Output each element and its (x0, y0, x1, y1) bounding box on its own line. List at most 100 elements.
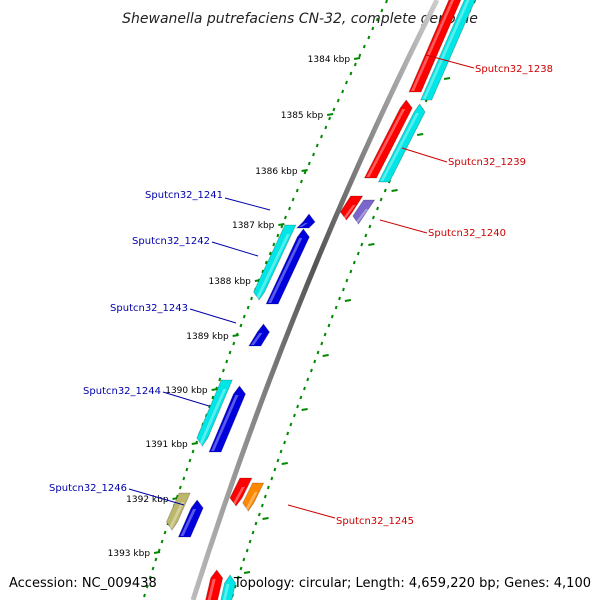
gene-next-forward-shape (205, 569, 224, 600)
tick-dot (352, 260, 356, 265)
tick-dot (312, 152, 315, 157)
tick-dot (316, 350, 320, 355)
major-tick (278, 223, 285, 226)
gene-label-sputcn32-1242[interactable]: Sputcn32_1242 (132, 236, 210, 247)
tick-dot (233, 584, 237, 589)
rna-feature-1238[interactable] (420, 0, 481, 101)
tick-dot (239, 323, 243, 328)
gene-label-sputcn32-1238[interactable]: Sputcn32_1238 (475, 64, 553, 75)
major-tick (281, 462, 288, 465)
tick-dot (191, 449, 195, 454)
major-tick (243, 571, 251, 574)
gene-leader-line (379, 219, 428, 234)
tick-dot (356, 251, 360, 256)
gene-sputcn32-1246[interactable] (177, 499, 204, 538)
feature-1245b[interactable] (242, 482, 265, 512)
kbp-tick-label: 1384 kbp (308, 55, 351, 65)
gene-sputcn32-1243-shape (248, 323, 270, 347)
tick-dot (263, 494, 267, 499)
tick-dot (228, 350, 232, 355)
tick-dot (295, 188, 299, 193)
tick-dot (276, 458, 280, 463)
rna-feature-1238-shape (420, 0, 476, 101)
tick-dot (296, 404, 300, 409)
gene-label-sputcn32-1241[interactable]: Sputcn32_1241 (145, 190, 223, 201)
tick-dot (178, 485, 182, 490)
tick-dot (225, 359, 229, 364)
gene-sputcn32-1244[interactable] (208, 385, 246, 453)
gene-sputcn32-1241[interactable] (295, 213, 316, 229)
tick-dot (248, 539, 252, 544)
kbp-tick-label: 1386 kbp (255, 167, 298, 177)
gene-sputcn32-1243[interactable] (248, 323, 270, 347)
rna-feature-1238-highlight (422, 0, 470, 99)
tick-dot (376, 206, 379, 211)
tick-dot (358, 53, 362, 58)
tick-dot (283, 440, 287, 445)
gene-sputcn32-1240-shape (339, 195, 364, 221)
tick-dot (293, 413, 296, 418)
tick-dot (273, 467, 277, 472)
tick-dot (257, 512, 261, 517)
gene-label-sputcn32-1245[interactable]: Sputcn32_1245 (336, 516, 414, 527)
feature-1240b-highlight (354, 209, 369, 223)
tick-dot (320, 341, 324, 346)
tick-dot (303, 386, 306, 391)
major-tick (262, 517, 269, 520)
major-tick (211, 388, 218, 391)
gene-sputcn32-1240-highlight (342, 205, 356, 219)
feature-1246b-shape (165, 492, 191, 531)
gene-next-forward[interactable] (201, 569, 224, 600)
kbp-tick-label: 1388 kbp (208, 277, 251, 287)
tick-dot (188, 458, 192, 463)
gene-sputcn32-1246-shape (177, 499, 204, 538)
feature-1246b-highlight (168, 502, 185, 529)
tick-dot (250, 296, 253, 301)
gene-label-sputcn32-1243[interactable]: Sputcn32_1243 (110, 303, 188, 314)
gene-sputcn32-1238[interactable] (408, 0, 466, 93)
gene-leader-line (189, 308, 237, 324)
accession-text: Accession: NC_009438 (9, 576, 157, 591)
tick-dot (336, 98, 340, 103)
gene-label-sputcn32-1239[interactable]: Sputcn32_1239 (448, 157, 526, 168)
tick-dot (284, 215, 287, 220)
tick-dot (385, 0, 388, 4)
rna-feature-1242[interactable] (253, 224, 297, 301)
tick-dot (148, 575, 152, 580)
inner-tick-ring (143, 0, 388, 598)
tick-dot (261, 269, 265, 274)
tick-dot (245, 548, 249, 553)
rna-feature-1244[interactable] (196, 379, 233, 447)
gene-next-forward-highlight (207, 579, 216, 600)
rna-feature-next[interactable] (217, 574, 236, 600)
major-tick (322, 354, 329, 357)
tick-dot (327, 323, 331, 328)
gene-sputcn32-1239[interactable] (363, 99, 413, 179)
major-tick (153, 551, 161, 554)
feature-1245b-shape (242, 482, 265, 512)
gene-label-sputcn32-1246[interactable]: Sputcn32_1246 (49, 483, 127, 494)
tick-dot (324, 125, 328, 130)
gene-sputcn32-1245[interactable] (229, 477, 253, 507)
tick-dot (315, 143, 319, 148)
major-tick (301, 408, 308, 411)
rna-feature-1239[interactable] (377, 103, 426, 183)
gene-sputcn32-1243-highlight (250, 333, 263, 345)
tick-dot (268, 251, 272, 256)
feature-1246b[interactable] (165, 492, 191, 531)
gene-label-sputcn32-1240[interactable]: Sputcn32_1240 (428, 228, 506, 239)
feature-1240b[interactable] (352, 199, 376, 225)
genome-backbone (190, 0, 440, 600)
gene-sputcn32-1244-shape (208, 385, 246, 453)
gene-sputcn32-1242[interactable] (265, 228, 310, 305)
tick-dot (251, 530, 255, 535)
tick-dot (364, 233, 368, 238)
tick-dot (310, 368, 313, 373)
gene-label-sputcn32-1244[interactable]: Sputcn32_1244 (83, 386, 161, 397)
tick-dot (276, 233, 280, 238)
gene-sputcn32-1240[interactable] (339, 195, 364, 221)
tick-dot (289, 422, 293, 427)
gene-sputcn32-1242-highlight (268, 238, 303, 303)
gene-sputcn32-1239-highlight (366, 109, 406, 177)
tick-dot (303, 170, 307, 175)
